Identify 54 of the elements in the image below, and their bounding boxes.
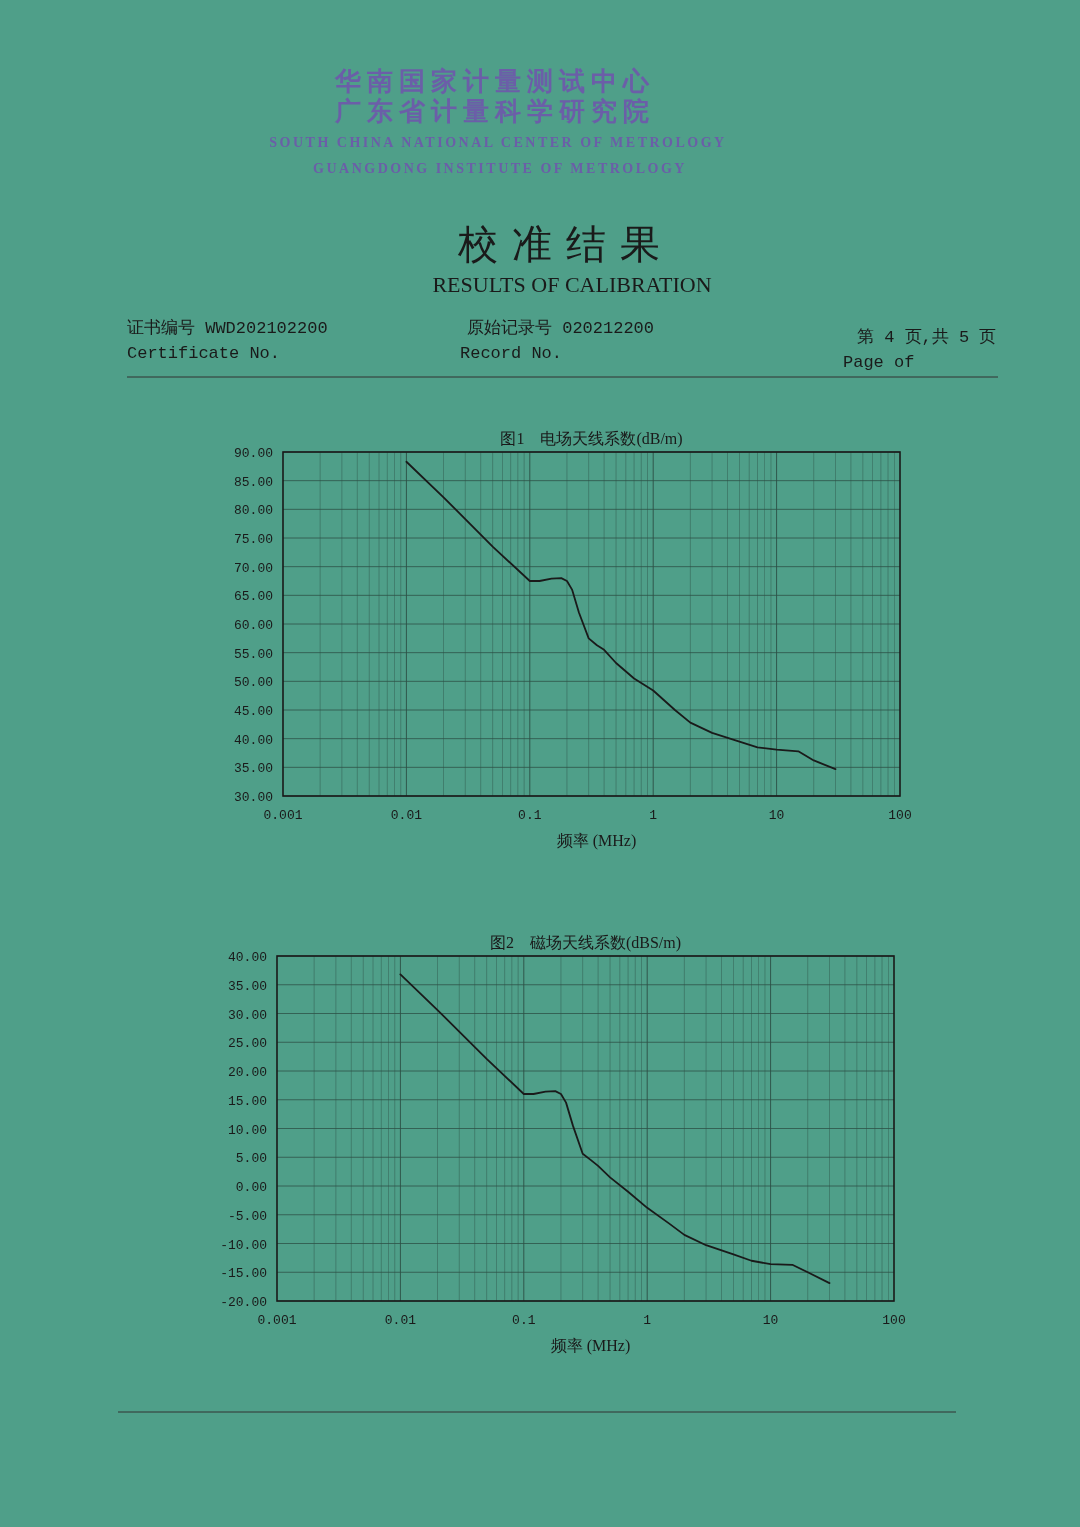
x-tick-label: 10: [762, 1313, 779, 1328]
chart-title: 图2 磁场天线系数(dBS/m): [489, 934, 682, 952]
x-tick-label: 0.01: [384, 1313, 417, 1328]
x-tick-label: 0.001: [257, 1313, 297, 1328]
x-tick-label: 10: [768, 808, 785, 823]
y-tick-label: 50.00: [233, 675, 273, 691]
text: Page of: [843, 353, 915, 372]
text: 证书编号 WWD202102200: [127, 318, 328, 338]
y-tick-label: 30.00: [227, 1007, 267, 1023]
y-tick-label: 20.00: [227, 1065, 267, 1080]
y-tick-label: -5.00: [227, 1208, 267, 1224]
y-tick-label: 70.00: [233, 560, 273, 576]
y-tick-label: 60.00: [233, 618, 273, 633]
x-tick-label: 100: [888, 808, 912, 823]
x-axis-title: 频率 (MHz): [556, 832, 637, 850]
y-tick-label: 90.00: [233, 446, 273, 461]
x-tick-label: 0.1: [512, 1313, 536, 1328]
text: 原始记录号 020212200: [467, 319, 655, 338]
y-tick-label: 0.00: [235, 1180, 267, 1195]
x-tick-label: 1: [649, 808, 658, 823]
text: GUANGDONG INSTITUTE OF METROLOGY: [313, 161, 687, 176]
text: Record No.: [460, 344, 563, 363]
y-tick-label: 30.00: [233, 790, 273, 805]
x-tick-label: 1: [643, 1313, 652, 1328]
text: 广东省计量科学研究院: [334, 96, 655, 126]
y-tick-label: 25.00: [227, 1036, 267, 1052]
x-tick-label: 0.01: [390, 808, 423, 823]
y-tick-label: 40.00: [233, 732, 273, 748]
x-tick-label: 0.001: [263, 808, 303, 823]
y-tick-label: -15.00: [220, 1266, 267, 1282]
text: 校准结果: [457, 222, 674, 267]
y-tick-label: 40.00: [227, 950, 267, 965]
y-tick-label: -10.00: [220, 1237, 267, 1253]
text: 第 4 页,共 5 页: [857, 328, 997, 347]
y-tick-label: 5.00: [235, 1151, 267, 1167]
text: Certificate No.: [127, 344, 281, 363]
y-tick-label: 75.00: [233, 532, 273, 547]
text: RESULTS OF CALIBRATION: [432, 272, 712, 297]
y-tick-label: 35.00: [227, 978, 267, 994]
y-tick-label: 65.00: [233, 589, 273, 605]
text: 华南国家计量测试中心: [334, 66, 655, 96]
y-tick-label: 35.00: [233, 761, 273, 777]
chart-title: 图1 电场天线系数(dB/m): [500, 430, 683, 448]
y-tick-label: -20.00: [220, 1295, 267, 1310]
y-tick-label: 85.00: [233, 474, 273, 490]
y-tick-label: 45.00: [233, 704, 273, 719]
y-tick-label: 55.00: [233, 646, 273, 662]
x-tick-label: 100: [882, 1313, 906, 1328]
text: SOUTH CHINA NATIONAL CENTER OF METROLOGY: [269, 135, 727, 150]
x-axis-title: 频率 (MHz): [550, 1337, 631, 1355]
y-tick-label: 15.00: [227, 1093, 267, 1109]
y-tick-label: 80.00: [233, 503, 273, 519]
y-tick-label: 10.00: [227, 1122, 267, 1138]
x-tick-label: 0.1: [518, 808, 542, 823]
